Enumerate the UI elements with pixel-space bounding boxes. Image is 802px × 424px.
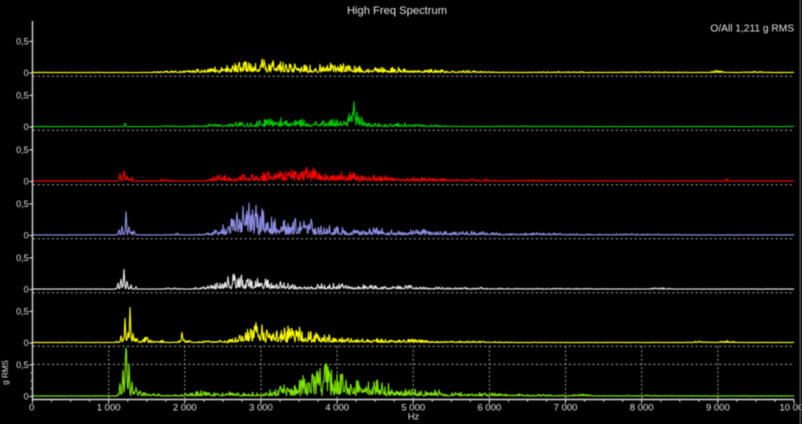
svg-text:1 000: 1 000: [97, 403, 121, 414]
svg-text:0,5: 0,5: [16, 306, 29, 316]
svg-text:0: 0: [24, 392, 29, 402]
svg-text:0: 0: [24, 231, 29, 241]
svg-text:High Freq Spectrum: High Freq Spectrum: [347, 5, 447, 17]
svg-text:3 000: 3 000: [249, 403, 273, 414]
svg-text:O/All 1,211 g RMS: O/All 1,211 g RMS: [710, 24, 794, 35]
svg-text:0: 0: [24, 122, 29, 132]
svg-text:0,5: 0,5: [16, 145, 29, 155]
svg-text:8 000: 8 000: [630, 403, 654, 414]
svg-text:Hz: Hz: [408, 411, 420, 422]
svg-text:0,5: 0,5: [16, 360, 29, 370]
svg-text:0: 0: [24, 177, 29, 187]
svg-text:0: 0: [29, 403, 34, 414]
svg-text:g RMS: g RMS: [1, 360, 10, 385]
svg-text:0,5: 0,5: [16, 90, 29, 100]
svg-text:0,5: 0,5: [16, 253, 29, 263]
svg-text:10 000: 10 000: [779, 403, 802, 414]
svg-text:0: 0: [24, 338, 29, 348]
svg-text:0: 0: [24, 285, 29, 295]
svg-text:2 000: 2 000: [173, 403, 197, 414]
svg-text:4 000: 4 000: [325, 403, 349, 414]
svg-text:0: 0: [24, 68, 29, 78]
svg-text:9 000: 9 000: [706, 403, 730, 414]
svg-text:0,5: 0,5: [16, 199, 29, 209]
svg-text:5 000: 5 000: [401, 403, 425, 414]
svg-text:7 000: 7 000: [554, 403, 578, 414]
svg-text:6 000: 6 000: [478, 403, 502, 414]
svg-text:0,5: 0,5: [16, 36, 29, 46]
